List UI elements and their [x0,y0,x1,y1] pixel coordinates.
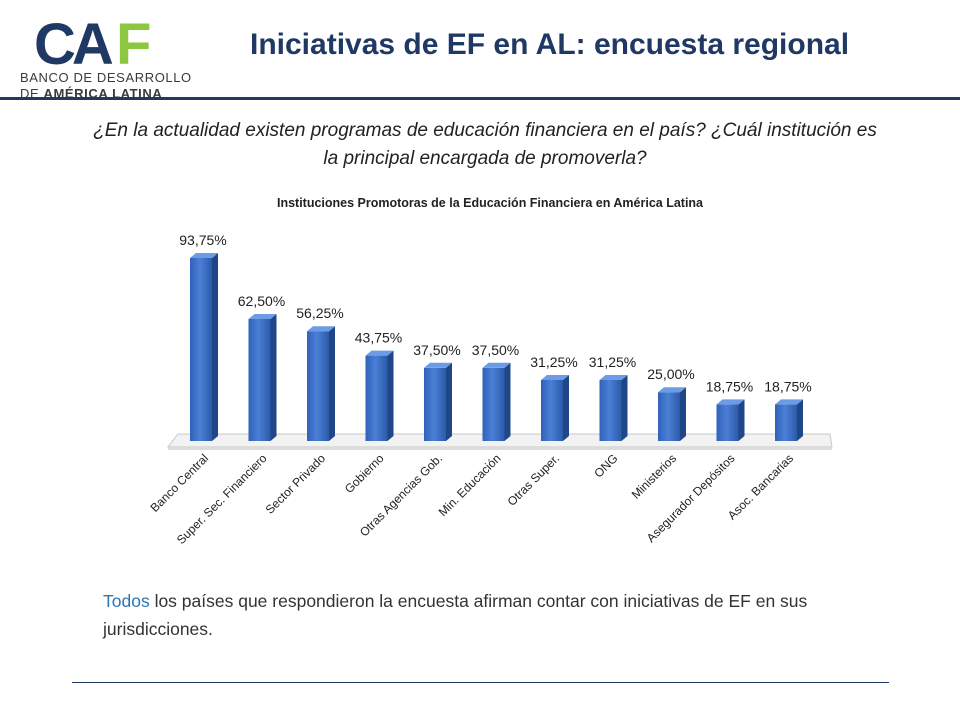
bar-6 [482,367,505,441]
chart-title: Instituciones Promotoras de la Educación… [276,196,704,210]
bar-top-8 [599,375,628,380]
footer-divider [72,682,889,683]
category-label-8: ONG [591,451,620,480]
caf-logo: CA F BANCO DE DESARROLLO DE AMÉRICA LATI… [8,10,198,101]
data-label-2: 62,50% [238,293,285,309]
bar-side-11 [797,399,803,441]
bar-side-1 [212,253,218,441]
bar-side-8 [621,375,628,441]
bar-side-9 [680,387,686,441]
category-label-7: Otras Super. [505,451,563,509]
data-label-4: 43,75% [355,330,402,346]
chart-floor-edge [168,447,832,450]
bar-top-3 [307,326,335,332]
bar-7 [541,380,563,441]
bar-11 [775,404,797,441]
bar-side-3 [329,326,335,441]
category-label-1: Banco Central [147,451,211,515]
data-label-7: 31,25% [530,354,577,370]
bar-5 [424,367,446,441]
page-title: Iniciativas de EF en AL: encuesta region… [250,28,850,61]
summary-text: Todos los países que respondieron la enc… [103,587,883,643]
data-label-3: 56,25% [296,305,343,321]
category-label-4: Gobierno [342,451,387,496]
bar-side-10 [738,399,745,441]
data-label-6: 37,50% [472,342,519,358]
bar-2 [248,319,271,441]
bar-side-5 [446,362,452,441]
summary-highlight: Todos [103,591,150,611]
category-label-6: Min. Educación [436,451,504,519]
bar-8 [599,380,622,441]
bar-top-10 [716,399,745,405]
bar-top-4 [365,350,394,356]
bar-top-2 [248,314,277,319]
logo-line-1: BANCO DE DESARROLLO [20,70,192,85]
bar-4 [365,355,388,441]
bar-top-11 [775,399,803,405]
bar-3 [307,331,329,441]
caf-wordmark-text: CA [34,12,113,72]
data-label-5: 37,50% [413,342,460,358]
bar-side-2 [270,314,277,441]
bar-10 [716,404,739,441]
bar-9 [658,392,680,441]
data-label-8: 31,25% [589,354,636,370]
data-label-9: 25,00% [647,366,694,382]
category-label-9: Ministerios [629,451,679,501]
bar-top-6 [482,362,511,368]
bar-side-4 [387,350,394,441]
survey-question: ¿En la actualidad existen programas de e… [93,120,877,169]
bar-top-7 [541,375,569,380]
bar-side-6 [504,362,511,441]
header-divider [0,97,960,100]
bar-top-1 [190,253,218,258]
bar-top-9 [658,387,686,393]
data-label-11: 18,75% [764,378,811,394]
data-label-1: 93,75% [179,232,226,248]
category-label-3: Sector Privado [263,451,329,517]
caf-logo-mark: CA F [34,12,151,72]
bar-1 [190,258,212,441]
data-label-10: 18,75% [706,378,753,394]
bar-top-5 [424,362,452,368]
summary-body: los países que respondieron la encuesta … [103,591,808,639]
bar-side-7 [563,375,569,441]
caf-wordmark-f: F [116,12,151,72]
